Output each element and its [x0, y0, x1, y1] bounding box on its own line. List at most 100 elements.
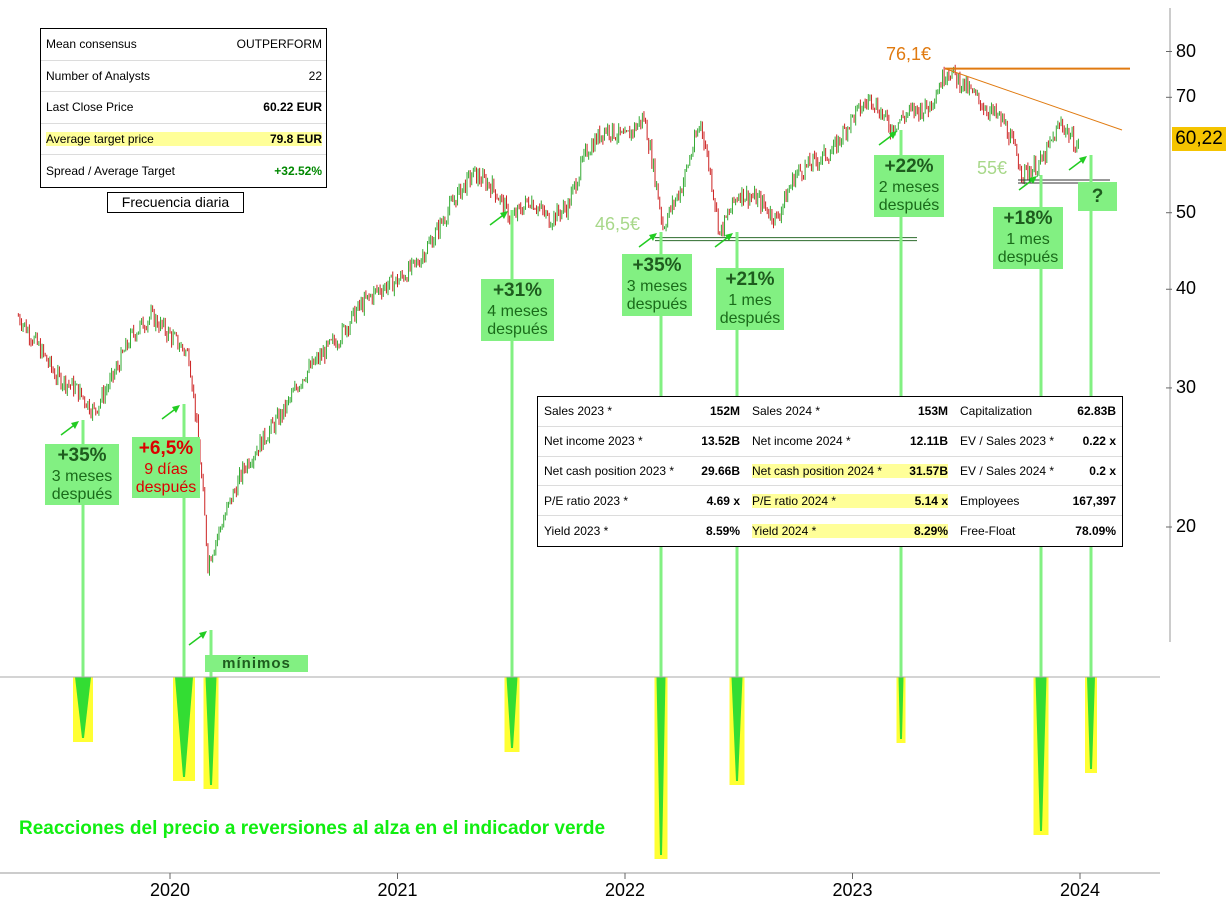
- fundamental-label: Net income 2024 *: [752, 434, 851, 449]
- consensus-row: Average target price 79.8 EUR: [41, 124, 326, 156]
- fundamental-cell: Net cash position 2023 * 29.66B: [538, 457, 746, 487]
- signal-arrow-head: [889, 131, 897, 139]
- reaction-label: +35% 3 meses después: [622, 254, 692, 316]
- fundamental-cell: EV / Sales 2023 * 0.22 x: [954, 427, 1122, 457]
- fundamental-label: Net cash position 2023 *: [544, 463, 675, 478]
- fundamental-value: 0.22 x: [1082, 434, 1116, 449]
- downtrend-line: [944, 68, 1123, 131]
- consensus-row: Last Close Price 60.22 EUR: [41, 92, 326, 124]
- y-tick-label: 50: [1176, 201, 1197, 222]
- reaction-label: +22% 2 meses después: [874, 155, 944, 217]
- fundamental-label: Sales 2024 *: [752, 404, 821, 419]
- signal-arrow-head: [1029, 176, 1037, 184]
- indicator-spike: [205, 677, 217, 785]
- fundamental-value: 5.14 x: [914, 493, 948, 508]
- fundamental-cell: Net income 2023 * 13.52B: [538, 427, 746, 457]
- fundamental-label: Employees: [960, 493, 1020, 508]
- fundamental-value: 167,397: [1072, 493, 1116, 508]
- fundamental-label: Net income 2023 *: [544, 434, 643, 449]
- fundamental-label: Sales 2023 *: [544, 404, 613, 419]
- y-tick-label: 80: [1176, 40, 1197, 61]
- indicator-spike: [731, 677, 743, 781]
- consensus-table: Mean consensus OUTPERFORM Number of Analy…: [40, 28, 327, 188]
- fundamental-cell: Employees 167,397: [954, 486, 1122, 517]
- fundamental-label: Capitalization: [960, 404, 1033, 419]
- frequency-label: Frecuencia diaria: [107, 192, 244, 213]
- reaction-label: +31% 4 meses después: [481, 279, 554, 341]
- fundamental-value: 152M: [709, 404, 740, 419]
- fundamental-cell: Sales 2023 * 152M: [538, 397, 746, 427]
- x-tick-label: 2020: [150, 880, 191, 900]
- y-tick-label: 20: [1176, 516, 1197, 536]
- minimos-label: mínimos: [205, 655, 308, 672]
- indicator-spike: [656, 677, 666, 855]
- fundamental-cell: EV / Sales 2024 * 0.2 x: [954, 457, 1122, 487]
- consensus-row: Spread / Average Target +32.52%: [46, 164, 322, 179]
- consensus-row: Number of Analysts 22: [41, 61, 326, 93]
- chart-caption: Reacciones del precio a reversiones al a…: [19, 818, 606, 839]
- fundamental-cell: Net income 2024 * 12.11B: [746, 427, 954, 457]
- fundamental-label: EV / Sales 2023 *: [960, 434, 1055, 449]
- reaction-label: +35% 3 meses después: [45, 444, 119, 505]
- fundamental-label: EV / Sales 2024 *: [960, 463, 1055, 478]
- fundamental-value: 0.2 x: [1089, 463, 1116, 478]
- reaction-label: ?: [1078, 182, 1117, 211]
- fundamental-value: 62.83B: [1077, 404, 1116, 419]
- fundamentals-table: Sales 2023 * 152M Sales 2024 * 153M Capitali…: [537, 396, 1123, 547]
- signal-arrow-head: [71, 421, 79, 429]
- indicator-spike: [1035, 677, 1047, 831]
- fundamental-label: Yield 2024 *: [752, 524, 914, 539]
- fundamental-value: 29.66B: [701, 463, 740, 478]
- fundamental-label: P/E ratio 2023 *: [544, 493, 629, 508]
- fundamental-cell: Yield 2023 * 8.59%: [538, 516, 746, 546]
- fundamental-cell: Capitalization 62.83B: [954, 397, 1122, 427]
- last-price-badge: 60,22: [1172, 127, 1226, 151]
- signal-arrow-head: [500, 211, 508, 219]
- x-tick-label: 2022: [605, 880, 646, 900]
- fundamental-label: Net cash position 2024 *: [752, 463, 910, 478]
- support-level-label: 55€: [977, 158, 1008, 178]
- x-tick-label: 2024: [1060, 880, 1101, 900]
- signal-arrow-head: [172, 405, 180, 413]
- support-level-label: 46,5€: [595, 214, 641, 234]
- fundamental-value: 153M: [917, 404, 948, 419]
- fundamental-value: 12.11B: [909, 434, 948, 449]
- fundamental-value: 78.09%: [1075, 524, 1116, 539]
- indicator-spike: [898, 677, 904, 739]
- indicator-spike: [175, 677, 193, 777]
- reaction-label: +18% 1 mes después: [993, 207, 1063, 269]
- fundamental-cell: Sales 2024 * 153M: [746, 397, 954, 427]
- signal-arrow-head: [725, 233, 733, 241]
- y-tick-label: 30: [1176, 376, 1197, 397]
- fundamental-cell: Net cash position 2024 * 31.57B: [746, 457, 954, 487]
- signal-arrow-head: [1079, 156, 1087, 164]
- signal-arrow-head: [199, 631, 207, 639]
- x-tick-label: 2021: [377, 880, 418, 900]
- reaction-label: +21% 1 mes después: [716, 268, 784, 330]
- fundamental-cell: Free-Float 78.09%: [954, 516, 1122, 546]
- x-tick-label: 2023: [832, 880, 873, 900]
- fundamental-value: 8.29%: [913, 524, 948, 539]
- fundamental-value: 13.52B: [701, 434, 740, 449]
- price-candles: [17, 64, 1079, 576]
- fundamental-value: 8.59%: [705, 524, 740, 539]
- fundamental-cell: P/E ratio 2023 * 4.69 x: [538, 486, 746, 517]
- fundamental-label: P/E ratio 2024 *: [752, 493, 915, 508]
- signal-arrow-head: [649, 233, 657, 241]
- fundamental-label: Yield 2023 *: [544, 524, 609, 539]
- indicator-spike: [506, 677, 518, 748]
- reaction-label: +6,5% 9 días después: [132, 437, 200, 498]
- fundamental-cell: Yield 2024 * 8.29%: [746, 516, 954, 546]
- fundamental-label: Free-Float: [960, 524, 1016, 539]
- resistance-level-label: 76,1€: [886, 44, 932, 64]
- y-tick-label: 70: [1176, 86, 1197, 107]
- green-indicator-panel: [73, 677, 1097, 859]
- fundamental-value: 4.69 x: [706, 493, 740, 508]
- indicator-spike: [1087, 677, 1095, 769]
- y-tick-label: 40: [1176, 278, 1197, 299]
- consensus-row: Mean consensus OUTPERFORM: [41, 29, 326, 61]
- indicator-spike: [75, 677, 91, 738]
- fundamental-cell: P/E ratio 2024 * 5.14 x: [746, 486, 954, 517]
- fundamental-value: 31.57B: [909, 463, 948, 478]
